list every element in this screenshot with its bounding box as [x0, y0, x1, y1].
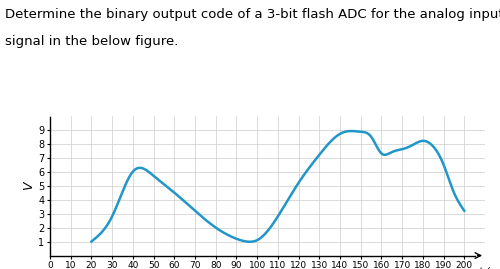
Text: t (μs): t (μs) [479, 267, 500, 269]
Text: signal in the below figure.: signal in the below figure. [5, 35, 178, 48]
Text: Determine the binary output code of a 3-bit flash ADC for the analog input: Determine the binary output code of a 3-… [5, 8, 500, 21]
Y-axis label: V: V [22, 181, 36, 190]
